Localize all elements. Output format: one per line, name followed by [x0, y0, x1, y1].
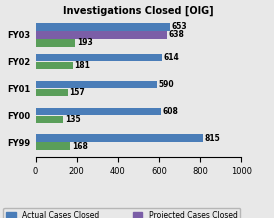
Bar — [36, 135, 203, 142]
Bar — [36, 81, 157, 88]
Text: 157: 157 — [70, 88, 85, 97]
Title: Investigations Closed [OIG]: Investigations Closed [OIG] — [63, 5, 214, 15]
Bar — [36, 143, 70, 150]
Text: 815: 815 — [205, 134, 221, 143]
Text: 135: 135 — [65, 115, 81, 124]
Text: 608: 608 — [162, 107, 178, 116]
Bar — [36, 31, 167, 39]
Text: 181: 181 — [75, 61, 90, 70]
Bar — [36, 108, 161, 115]
Text: 653: 653 — [172, 22, 187, 31]
Bar — [36, 89, 68, 96]
Text: 590: 590 — [158, 80, 174, 89]
Text: 168: 168 — [72, 142, 88, 151]
Text: 638: 638 — [168, 30, 184, 39]
Bar — [36, 62, 73, 70]
Text: 193: 193 — [77, 38, 93, 48]
Bar — [36, 54, 162, 61]
Bar — [36, 39, 75, 47]
Legend: Actual Cases Closed, Closed Cases Substantiated, Projected Cases Closed: Actual Cases Closed, Closed Cases Substa… — [3, 208, 241, 218]
Text: 614: 614 — [164, 53, 179, 62]
Bar — [36, 23, 170, 31]
Bar — [36, 116, 63, 123]
